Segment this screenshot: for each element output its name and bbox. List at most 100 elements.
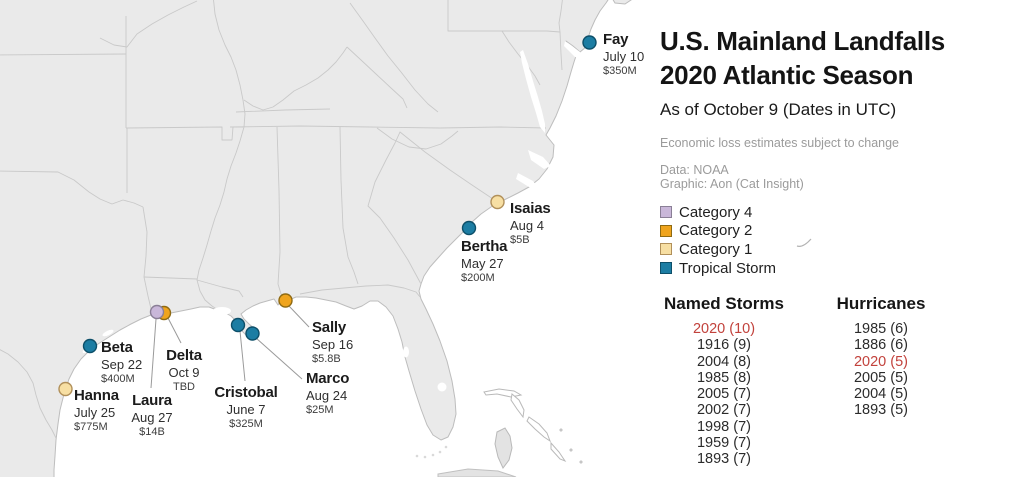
legend-label: Category 1 — [679, 240, 753, 258]
rank-item: 1893 (7) — [696, 451, 751, 468]
cuba — [437, 468, 517, 477]
leader-marco — [255, 337, 303, 380]
storm-date: June 7 — [226, 402, 266, 417]
storm-label-hanna: Hanna July 25 $775M — [74, 388, 119, 434]
storm-label-marco: Marco Aug 24 $25M — [306, 371, 349, 417]
hurricanes-ranking: Hurricanes 1985 (6) 1886 (6) 2020 (5) 20… — [833, 294, 929, 419]
legend-row-category-2: Category 2 — [660, 222, 776, 241]
storm-date: July 25 — [74, 405, 116, 420]
disclaimer-note: Economic loss estimates subject to chang… — [660, 136, 900, 150]
storm-label-beta: Beta Sep 22 $400M — [101, 340, 142, 386]
rank-item: 1959 (7) — [696, 435, 751, 452]
leader-sally — [288, 305, 310, 328]
rank-item: 1985 (8) — [696, 369, 751, 386]
marker-laura — [149, 304, 165, 320]
storm-loss: $5B — [510, 234, 530, 246]
category-2-swatch — [660, 224, 672, 237]
legend-label: Category 2 — [679, 222, 753, 240]
storm-name: Cristobal — [214, 384, 278, 401]
storm-name: Delta — [166, 347, 202, 364]
marker-beta — [82, 338, 98, 354]
state-borders — [0, 0, 563, 439]
rank-item: 1893 (5) — [853, 402, 908, 419]
storm-date: July 10 — [603, 49, 645, 64]
category-1-swatch — [660, 243, 672, 256]
named-storms-title: Named Storms — [664, 294, 784, 313]
storm-name: Bertha — [461, 238, 508, 255]
storm-date: Oct 9 — [168, 365, 200, 380]
smudge-artifact — [796, 238, 812, 247]
storm-label-delta: Delta Oct 9 TBD — [134, 348, 234, 394]
storm-label-sally: Sally Sep 16 $5.8B — [312, 320, 353, 366]
page-title: U.S. Mainland Landfalls 2020 Atlantic Se… — [660, 24, 945, 92]
florida-keys — [415, 445, 448, 459]
storm-name: Isaias — [510, 200, 551, 217]
marker-bertha — [461, 220, 477, 236]
storm-date: Aug 27 — [131, 410, 173, 425]
rank-item: 2004 (5) — [853, 386, 908, 403]
graphic-credit: Graphic: Aon (Cat Insight) — [660, 177, 804, 191]
marker-cristobal — [230, 317, 246, 333]
storm-name: Sally — [312, 319, 347, 336]
storm-label-laura: Laura Aug 27 $14B — [102, 393, 202, 439]
category-legend: Category 4 Category 2 Category 1 Tropica… — [660, 203, 776, 277]
storm-date: Sep 22 — [101, 357, 143, 372]
bahamas — [483, 388, 583, 469]
storm-date: May 27 — [461, 256, 504, 271]
leader-cristobal — [239, 330, 246, 382]
storm-date: Sep 16 — [312, 337, 354, 352]
title-line-2: 2020 Atlantic Season — [660, 60, 914, 90]
legend-row-category-4: Category 4 — [660, 203, 776, 222]
islands — [415, 0, 632, 477]
rank-item: 2005 (7) — [696, 386, 751, 403]
storm-loss: $25M — [306, 404, 334, 416]
category-4-swatch — [660, 206, 672, 219]
legend-row-tropical-storm: Tropical Storm — [660, 259, 776, 278]
rank-item: 1916 (9) — [696, 337, 751, 354]
storm-label-isaias: Isaias Aug 4 $5B — [510, 201, 551, 247]
title-line-1: U.S. Mainland Landfalls — [660, 26, 945, 56]
storm-label-cristobal: Cristobal June 7 $325M — [196, 385, 296, 431]
legend-label: Tropical Storm — [679, 259, 776, 277]
rank-item: 1985 (6) — [853, 321, 908, 337]
storm-date: Aug 24 — [306, 388, 348, 403]
long-island — [612, 0, 632, 5]
rank-item: 2005 (5) — [853, 369, 908, 386]
storm-label-bertha: Bertha May 27 $200M — [461, 238, 508, 285]
legend-row-category-1: Category 1 — [660, 240, 776, 259]
storm-loss: $400M — [101, 373, 135, 385]
marker-marco — [245, 326, 260, 341]
rank-item: 2020 (10) — [692, 321, 756, 337]
rank-item: 2004 (8) — [696, 353, 751, 370]
rank-item: 2020 (5) — [853, 353, 908, 370]
storm-label-fay: Fay July 10 $350M — [603, 32, 644, 78]
hurricanes-title: Hurricanes — [836, 294, 926, 313]
marker-sally — [278, 293, 293, 308]
rank-item: 1886 (6) — [853, 337, 908, 354]
storm-loss: $325M — [229, 418, 263, 430]
marker-isaias — [490, 194, 505, 210]
subtitle: As of October 9 (Dates in UTC) — [660, 100, 897, 119]
water-bodies — [82, 41, 583, 392]
source-credits: Data: NOAA Graphic: Aon (Cat Insight) — [660, 163, 804, 191]
leader-laura — [150, 318, 157, 389]
storm-loss: $5.8B — [312, 353, 341, 365]
storm-loss: TBD — [173, 381, 195, 393]
storm-name: Fay — [603, 31, 629, 48]
legend-label: Category 4 — [679, 203, 753, 221]
storm-loss: $350M — [603, 65, 637, 77]
storm-name: Hanna — [74, 387, 119, 404]
data-source: Data: NOAA — [660, 163, 729, 177]
marker-hanna — [58, 381, 73, 397]
rank-item: 2002 (7) — [696, 402, 751, 419]
leader-delta — [167, 317, 182, 344]
storm-loss: $775M — [74, 421, 108, 433]
storm-date: Aug 4 — [510, 218, 544, 233]
storm-loss: $14B — [139, 426, 165, 438]
storm-markers — [58, 35, 597, 397]
storm-name: Marco — [306, 370, 350, 387]
info-panel: U.S. Mainland Landfalls 2020 Atlantic Se… — [658, 0, 1024, 477]
tropical-storm-swatch — [660, 262, 672, 275]
